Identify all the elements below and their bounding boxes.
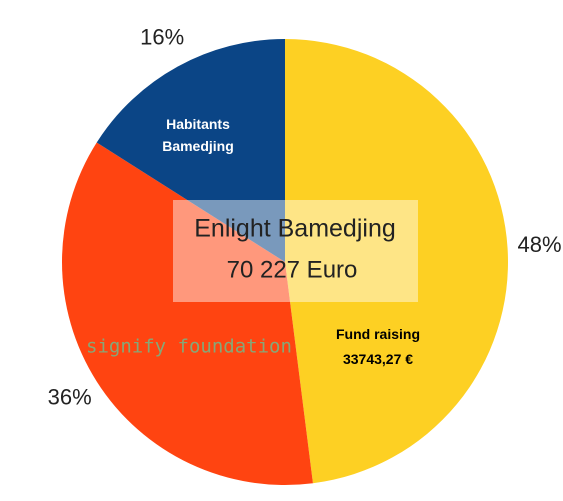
- watermark: signify foundation: [86, 336, 292, 358]
- value-label: 48%: [517, 232, 561, 257]
- title-box: [173, 200, 418, 302]
- slice-label: Habitants Bamedjing: [162, 116, 234, 154]
- chart-title: Enlight Bamedjing: [194, 215, 396, 243]
- pie-slice: [96, 39, 285, 262]
- chart-subtitle: 70 227 Euro: [227, 256, 358, 283]
- slice-label: Fund raising: [336, 326, 420, 342]
- value-label: 36%: [48, 384, 92, 409]
- pie-slice: [285, 39, 509, 484]
- pie-slice: [61, 142, 313, 485]
- slice-note: 33743,27 €: [342, 351, 414, 367]
- value-label: 16%: [140, 24, 184, 49]
